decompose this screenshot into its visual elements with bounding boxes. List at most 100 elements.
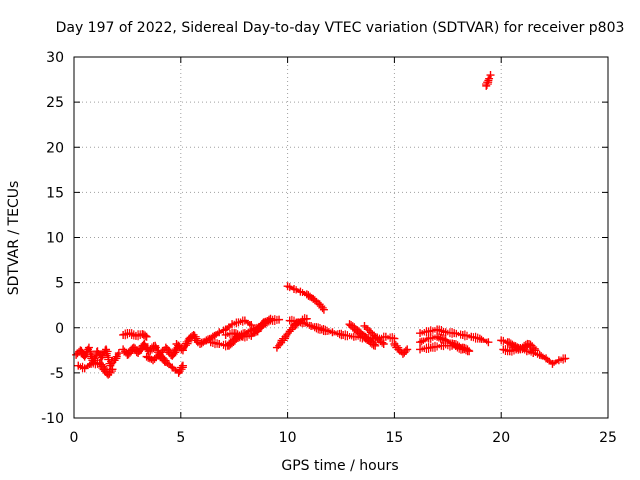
series-arc-14 [360,321,388,348]
x-tick-label: 5 [176,430,185,446]
data-point [434,333,443,342]
x-tick-label: 20 [492,430,510,446]
data-point [477,335,486,343]
series-arc-9 [221,314,275,342]
x-axis-label: GPS time / hours [281,458,398,474]
data-point [266,314,275,323]
data-point [482,81,491,90]
series-arc-15 [390,339,412,358]
data-point [302,314,311,323]
data-series [72,71,570,379]
data-point [484,338,493,347]
data-point [258,318,268,329]
data-point [176,362,187,373]
data-point [499,336,508,346]
plot-frame [73,56,609,419]
x-tick-label: 0 [70,430,79,446]
data-point [296,318,305,327]
ticks: 0 5 10 15 20 25 -10 -5 0 5 10 15 20 25 30 [41,50,617,446]
series-arc-13 [345,320,380,350]
data-point [417,337,426,346]
x-tick-label: 15 [385,430,403,446]
data-point [448,341,457,350]
series-arc-21 [499,339,540,356]
data-point [230,329,239,338]
data-point [235,331,244,340]
data-point [441,336,450,345]
data-point [168,363,177,372]
data-point [370,331,378,339]
data-point [152,343,160,352]
data-point [561,354,570,363]
y-tick-label: 20 [46,140,64,156]
y-tick-label: 10 [46,231,64,247]
data-point [272,343,281,352]
data-point [80,352,89,361]
y-tick-label: -10 [41,411,64,427]
data-point [368,339,379,350]
data-point [140,331,150,341]
y-tick-label: 15 [46,185,64,201]
data-point [433,325,442,334]
data-point [234,318,243,327]
data-point [403,345,412,354]
y-axis-label: SDTVAR / TECUs [6,181,22,296]
y-tick-label: 0 [55,321,64,337]
data-point [537,352,545,360]
grid [74,57,608,418]
chart-title: Day 197 of 2022, Sidereal Day-to-day VTE… [56,20,625,36]
data-point [365,327,373,335]
data-point [416,338,425,347]
data-point [142,332,151,341]
x-tick-label: 10 [279,430,297,446]
data-point [497,336,506,345]
data-point [175,366,184,376]
data-point [465,347,474,356]
series-arc-5 [142,350,187,377]
y-tick-label: 30 [46,50,64,66]
series-arc-16 [416,325,493,347]
series-arc-4 [119,339,183,360]
data-point [119,330,128,339]
data-point [178,346,187,355]
series-arc-7 [196,316,256,348]
data-point [436,326,447,336]
data-point [246,327,254,335]
data-point [433,332,442,341]
data-point [297,318,307,328]
data-point [531,346,540,355]
data-point [453,343,462,352]
data-point [485,74,494,83]
data-point [164,359,171,367]
series-arc-11 [283,282,328,314]
x-tick-label: 25 [599,430,617,446]
data-point [528,343,539,354]
data-point [319,305,328,314]
data-point [458,345,467,354]
data-point [484,76,493,85]
y-tick-label: 25 [46,95,64,111]
series-arc-3 [119,329,151,341]
data-point [475,334,484,343]
series-arc-19 [481,71,495,90]
data-point [126,329,137,340]
data-point [462,345,473,356]
series-arc-12 [285,315,399,344]
data-point [178,361,187,370]
data-point [106,366,116,376]
data-point [275,315,284,324]
series-arc-6 [172,330,202,355]
series-arc-2 [74,358,117,379]
data-point [379,339,388,348]
data-point [114,349,123,358]
data-point [434,325,444,335]
data-point [499,345,508,354]
data-point [364,325,371,333]
y-tick-label: 5 [55,276,64,292]
data-point [500,345,511,355]
data-point [108,365,117,374]
data-point [264,315,273,324]
series-arc-1 [72,343,123,370]
y-tick-label: -5 [50,366,64,382]
